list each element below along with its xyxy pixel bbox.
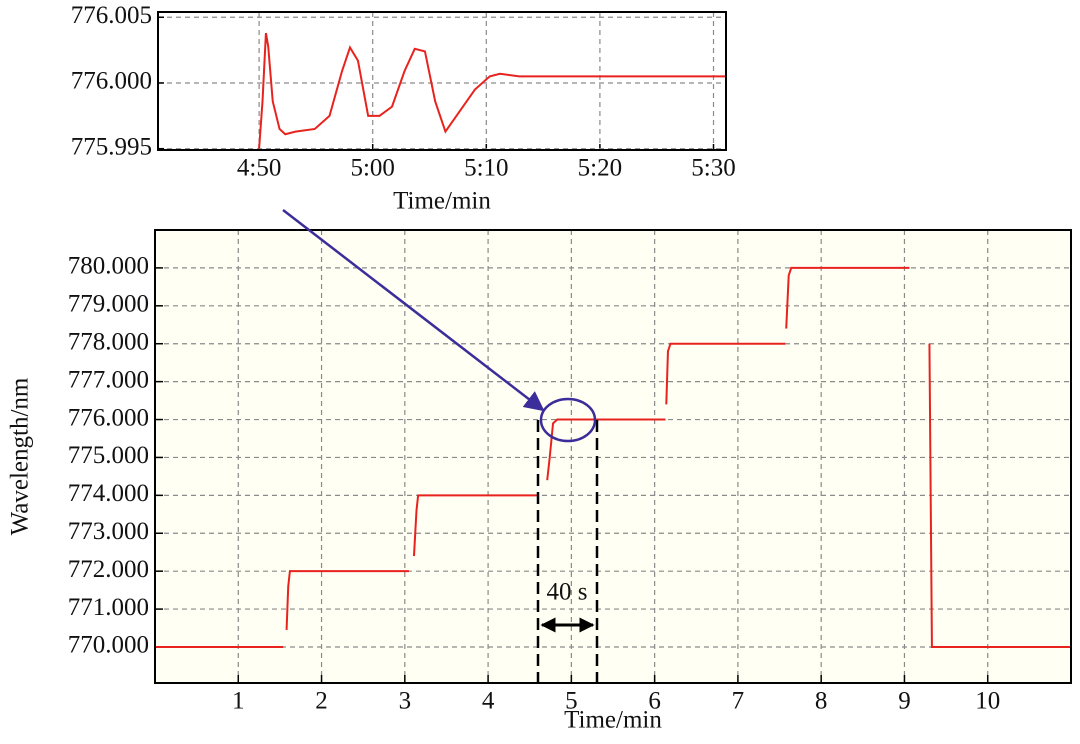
zoom-circle: [539, 397, 597, 443]
zoom-arrow: [282, 209, 545, 412]
x-tick-label: 3: [399, 688, 412, 715]
window-label: 40 s: [547, 579, 588, 606]
x-tick-label: 5:10: [464, 155, 508, 182]
data-line: [258, 32, 726, 149]
y-tick-label: 779.000: [68, 291, 149, 318]
data-line: [155, 266, 1071, 648]
x-tick-label: 4:50: [237, 155, 281, 182]
y-tick-label: 774.000: [68, 480, 149, 507]
x-axis-title: Time/min: [393, 188, 491, 215]
x-tick-label: 7: [732, 688, 745, 715]
y-tick-label: 773.000: [68, 518, 149, 545]
x-tick-label: 5:20: [578, 155, 622, 182]
y-tick-label: 776.000: [68, 404, 149, 431]
y-tick-label: 776.005: [71, 2, 152, 29]
plot-background: [155, 230, 1071, 683]
y-tick-label: 780.000: [68, 253, 149, 280]
x-tick-label: 5:00: [350, 155, 394, 182]
y-tick-label: 771.000: [68, 594, 149, 621]
y-tick-label: 775.995: [71, 133, 152, 160]
y-tick-label: 770.000: [68, 632, 149, 659]
y-axis-title: Wavelength/nm: [7, 377, 34, 535]
y-tick-label: 777.000: [68, 366, 149, 393]
x-axis-title: Time/min: [564, 707, 662, 734]
y-tick-label: 775.000: [68, 442, 149, 469]
x-tick-label: 10: [975, 688, 1000, 715]
x-tick-label: 9: [898, 688, 911, 715]
plot-background: [158, 12, 726, 150]
x-tick-label: 6: [648, 688, 661, 715]
x-tick-label: 8: [815, 688, 828, 715]
x-tick-label: 4: [482, 688, 495, 715]
x-tick-label: 1: [232, 688, 245, 715]
charts: 1 2 3 4 5 6 7 8 9 10 770.000 771.000 772.000 773.000 7…: [7, 2, 1072, 734]
y-tick-label: 776.000: [71, 68, 152, 95]
y-tick-label: 772.000: [68, 556, 149, 583]
plot-frame: [157, 11, 727, 151]
x-tick-label: 2: [315, 688, 328, 715]
y-tick-label: 778.000: [68, 328, 149, 355]
x-tick-label: 5:30: [691, 155, 735, 182]
x-tick-label: 5: [565, 688, 578, 715]
plot-frame: [154, 229, 1072, 684]
